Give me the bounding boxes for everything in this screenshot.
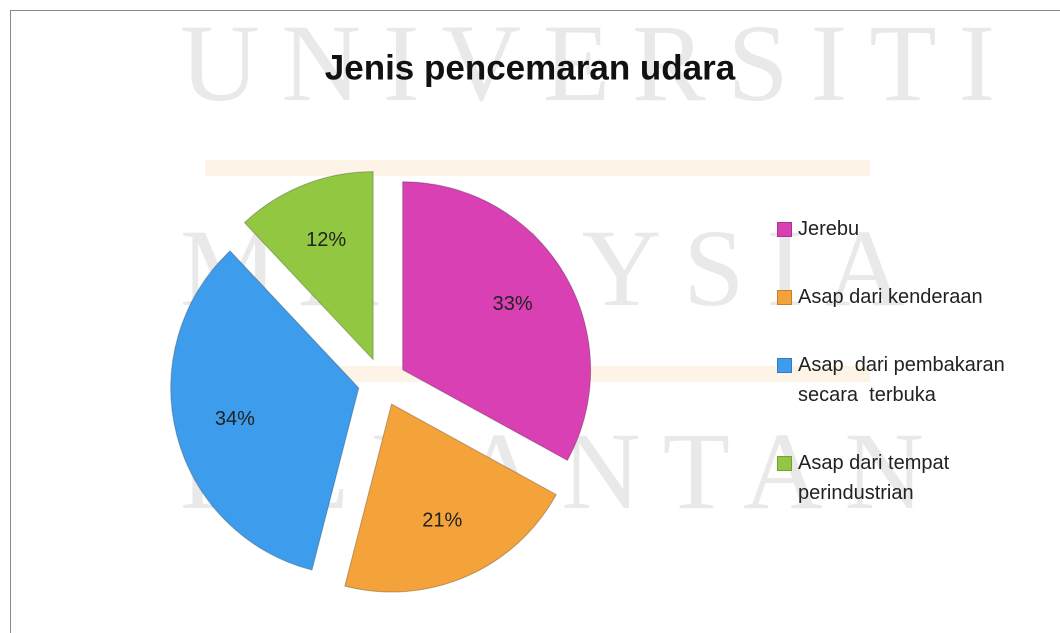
legend-label: Asap dari pembakaran secara terbuka [798, 354, 1011, 406]
legend-item: Jerebu [777, 214, 1022, 244]
legend-swatch [777, 456, 792, 471]
legend-label: Asap dari kenderaan [798, 286, 983, 308]
legend-item: Asap dari pembakaran secara terbuka [777, 350, 1022, 410]
legend-swatch [777, 290, 792, 305]
pie-slice [402, 181, 592, 462]
legend-swatch [777, 222, 792, 237]
data-label: 34% [215, 408, 255, 430]
legend-item: Asap dari kenderaan [777, 282, 1022, 312]
pie-slice [344, 403, 557, 593]
chart-title: Jenis pencemaran udara [325, 48, 736, 87]
chart-frame [10, 10, 1060, 633]
legend-label: Jerebu [798, 218, 860, 240]
legend-label: Asap dari tempat perindustrian [798, 452, 955, 504]
pie-slice [170, 250, 360, 571]
data-label: 33% [493, 293, 533, 315]
data-label: 21% [422, 510, 462, 532]
pie-slice [243, 171, 374, 361]
data-label: 12% [306, 229, 346, 251]
legend-swatch [777, 358, 792, 373]
legend: Jerebu Asap dari kenderaan Asap dari pemba… [777, 214, 1022, 508]
legend-item: Asap dari tempat perindustrian [777, 448, 1022, 508]
